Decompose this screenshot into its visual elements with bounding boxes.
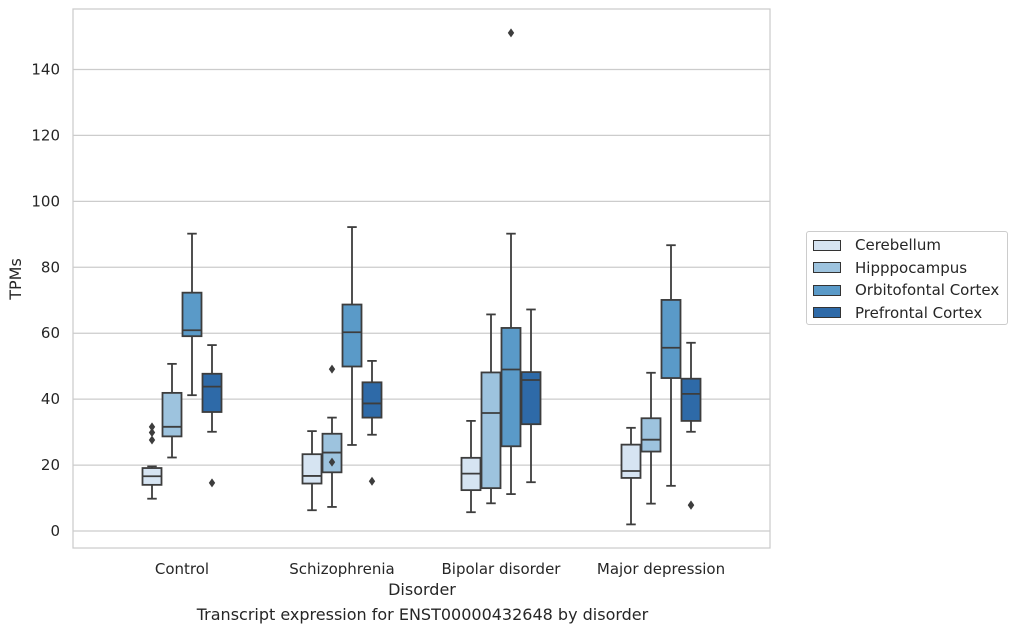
legend-swatch	[813, 262, 841, 273]
plot-area-frame	[72, 8, 771, 549]
x-axis-label: Disorder	[388, 580, 456, 599]
x-tick-label-3: Major depression	[597, 560, 725, 578]
legend-label: Cerebellum	[855, 236, 941, 254]
legend-item: Cerebellum	[813, 235, 941, 255]
box-0-0	[141, 422, 163, 500]
box-iqr	[660, 299, 682, 379]
box-3-3	[680, 341, 702, 510]
box-iqr	[480, 371, 502, 490]
y-tick-label-80: 80	[41, 258, 60, 276]
outlier-1	[687, 500, 695, 510]
y-tick-label-120: 120	[31, 126, 60, 144]
box-3-1	[640, 371, 662, 505]
chart-caption: Transcript expression for ENST0000043264…	[196, 605, 649, 624]
legend-item: Hipppocampus	[813, 258, 967, 278]
outlier-0	[148, 435, 156, 445]
x-tick-label-2: Bipolar disorder	[442, 560, 562, 578]
box-0-1	[161, 362, 183, 459]
box-iqr	[181, 291, 203, 338]
legend-item: Orbitofontal Cortex	[813, 280, 999, 300]
box-0-2	[181, 232, 203, 397]
box-2-0	[460, 420, 482, 514]
box-1-2	[341, 226, 363, 446]
box-2-3	[520, 308, 542, 484]
x-tick-label-1: Schizophrenia	[289, 560, 394, 578]
box-1-0	[301, 430, 323, 512]
box-2-1	[480, 313, 502, 505]
y-tick-labels: 0 20 40 60 80 100 120 140	[31, 61, 60, 540]
legend-label: Hipppocampus	[855, 258, 968, 277]
outlier-0	[328, 364, 336, 374]
legend: Cerebellum Hipppocampus Orbitofontal Corte…	[806, 231, 1008, 325]
y-tick-label-40: 40	[41, 390, 60, 408]
legend-swatch	[813, 284, 841, 296]
box-1-3	[361, 360, 383, 486]
box-iqr	[680, 377, 702, 422]
box-iqr	[301, 453, 323, 485]
y-tick-label-140: 140	[31, 61, 60, 79]
box-2-2	[500, 28, 522, 495]
outlier-2	[148, 422, 156, 432]
box-iqr	[201, 372, 223, 413]
outlier-1	[328, 457, 336, 467]
x-tick-labels: Control Schizophrenia Bipolar disorder Majo…	[155, 560, 725, 578]
box-iqr	[161, 391, 183, 438]
box-iqr	[341, 303, 363, 368]
y-axis-label: TPMs	[6, 258, 25, 301]
box-iqr	[640, 417, 662, 453]
legend-swatch	[813, 239, 841, 251]
y-tick-label-0: 0	[50, 522, 60, 540]
box-1-1	[321, 364, 343, 508]
box-0-3	[201, 344, 223, 488]
legend-swatch	[813, 307, 841, 318]
box-iqr	[361, 381, 383, 419]
y-tick-label-60: 60	[41, 324, 60, 342]
outlier-0	[208, 478, 216, 488]
x-tick-label-0: Control	[155, 560, 209, 578]
box-groups	[141, 28, 702, 526]
box-iqr	[620, 443, 642, 479]
y-tick-label-100: 100	[31, 192, 60, 210]
legend-label: Prefrontal Cortex	[855, 303, 983, 322]
legend-label: Orbitofontal Cortex	[855, 281, 1000, 299]
legend-item: Prefrontal Cortex	[813, 303, 982, 323]
y-tick-label-20: 20	[41, 456, 60, 474]
outlier-0	[507, 28, 515, 38]
outlier-0	[368, 476, 376, 486]
box-iqr	[520, 371, 542, 426]
box-iqr	[500, 327, 522, 448]
box-3-0	[620, 426, 642, 526]
box-3-2	[660, 244, 682, 487]
outlier-1	[148, 427, 156, 437]
